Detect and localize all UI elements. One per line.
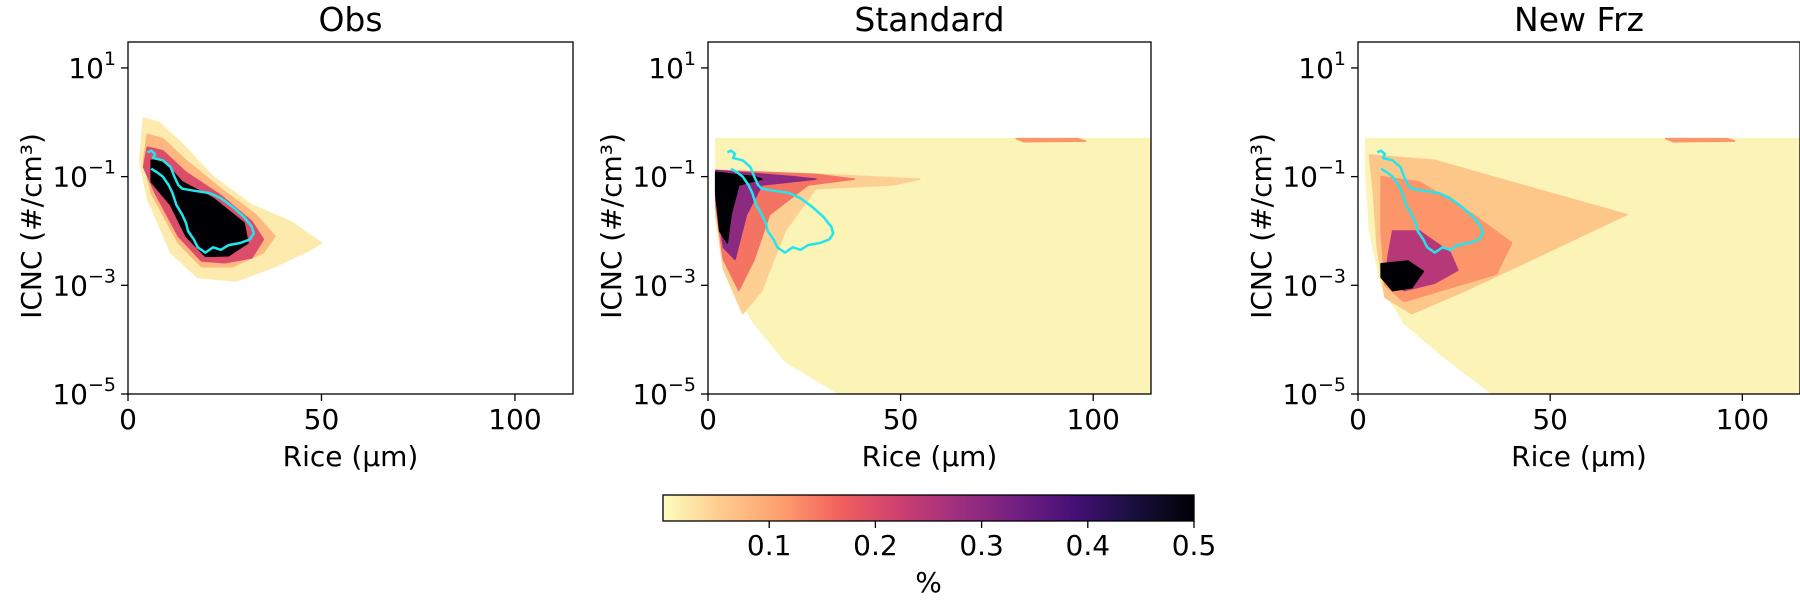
y-tick-label: 101 xyxy=(1298,48,1346,85)
panel-title-new-frz: New Frz xyxy=(1514,0,1644,39)
x-ticks-standard: 0 50 100 xyxy=(699,394,1120,436)
colorbar-tick-label: 0.5 xyxy=(1172,529,1217,562)
y-tick-label: 10−3 xyxy=(632,265,696,302)
x-tick-label: 100 xyxy=(1716,403,1769,436)
y-tick-label: 10−3 xyxy=(1282,265,1346,302)
x-ticks-new-frz: 0 50 100 xyxy=(1349,394,1769,436)
x-axis-label-obs: Rice (μm) xyxy=(283,440,419,473)
y-tick-label: 101 xyxy=(68,48,116,85)
colorbar-gradient xyxy=(662,494,1195,522)
contour-standard xyxy=(726,149,835,254)
heat-region-5 xyxy=(1015,137,1087,143)
heat-region-5 xyxy=(1664,137,1736,143)
y-tick-label: 101 xyxy=(648,48,696,85)
y-axis-label-obs: ICNC (#/cm³) xyxy=(15,133,48,319)
y-tick-label: 10−1 xyxy=(52,157,116,194)
y-tick-label: 10−5 xyxy=(632,374,696,411)
heat-region-3 xyxy=(150,159,249,258)
y-tick-label: 10−3 xyxy=(52,265,116,302)
panel-standard: Standard 0 50 100 101 10−1 10−3 10−5 Ric… xyxy=(595,0,1152,473)
colorbar-tick-label: 0.4 xyxy=(1066,529,1111,562)
x-axis-label-new-frz: Rice (μm) xyxy=(1511,440,1647,473)
x-tick-label: 50 xyxy=(1532,403,1568,436)
colorbar-label: % xyxy=(915,566,942,599)
x-tick-label: 50 xyxy=(883,403,919,436)
y-tick-label: 10−5 xyxy=(1282,374,1346,411)
heat-region-4 xyxy=(714,171,763,244)
y-ticks-standard: 101 10−1 10−3 10−5 xyxy=(632,48,708,411)
heatmap-obs xyxy=(138,117,323,282)
colorbar-tick-label: 0.2 xyxy=(853,529,898,562)
panel-title-obs: Obs xyxy=(318,0,382,39)
x-tick-label: 0 xyxy=(699,403,717,436)
x-axis-label-standard: Rice (μm) xyxy=(862,440,998,473)
colorbar: 0.1 0.2 0.3 0.4 0.5 % xyxy=(662,494,1216,599)
y-axis-label-standard: ICNC (#/cm³) xyxy=(595,133,628,319)
axes-frame-standard xyxy=(707,41,1152,395)
y-tick-label: 10−1 xyxy=(1282,157,1346,194)
y-tick-label: 10−1 xyxy=(632,157,696,194)
x-tick-label: 100 xyxy=(1066,403,1119,436)
x-tick-label: 100 xyxy=(488,403,541,436)
colorbar-ticks: 0.1 0.2 0.3 0.4 0.5 xyxy=(747,521,1216,562)
heat-region-4 xyxy=(1380,260,1425,292)
panel-obs: Obs 0 50 100 101 10−1 10−3 10−5 Rice (μm… xyxy=(15,0,574,473)
panel-title-standard: Standard xyxy=(854,0,1004,39)
x-tick-label: 50 xyxy=(304,403,340,436)
heatmap-new-frz xyxy=(1364,137,1800,394)
x-tick-label: 0 xyxy=(1349,403,1367,436)
y-ticks-new-frz: 101 10−1 10−3 10−5 xyxy=(1282,48,1358,411)
panel-new-frz: New Frz 0 50 100 101 10−1 10−3 10−5 Rice… xyxy=(1245,0,1800,473)
contour-new-frz xyxy=(1376,149,1485,254)
y-ticks-obs: 101 10−1 10−3 10−5 xyxy=(52,48,128,411)
axes-frame-new-frz xyxy=(1357,41,1800,395)
x-tick-label: 0 xyxy=(119,403,137,436)
colorbar-tick-label: 0.3 xyxy=(959,529,1004,562)
colorbar-tick-label: 0.1 xyxy=(747,529,792,562)
y-axis-label-new-frz: ICNC (#/cm³) xyxy=(1245,133,1278,319)
y-tick-label: 10−5 xyxy=(52,374,116,411)
x-ticks-obs: 0 50 100 xyxy=(119,394,542,436)
axes-frame-obs xyxy=(127,41,574,395)
contour-obs xyxy=(146,149,256,254)
heatmap-standard xyxy=(714,137,1151,394)
